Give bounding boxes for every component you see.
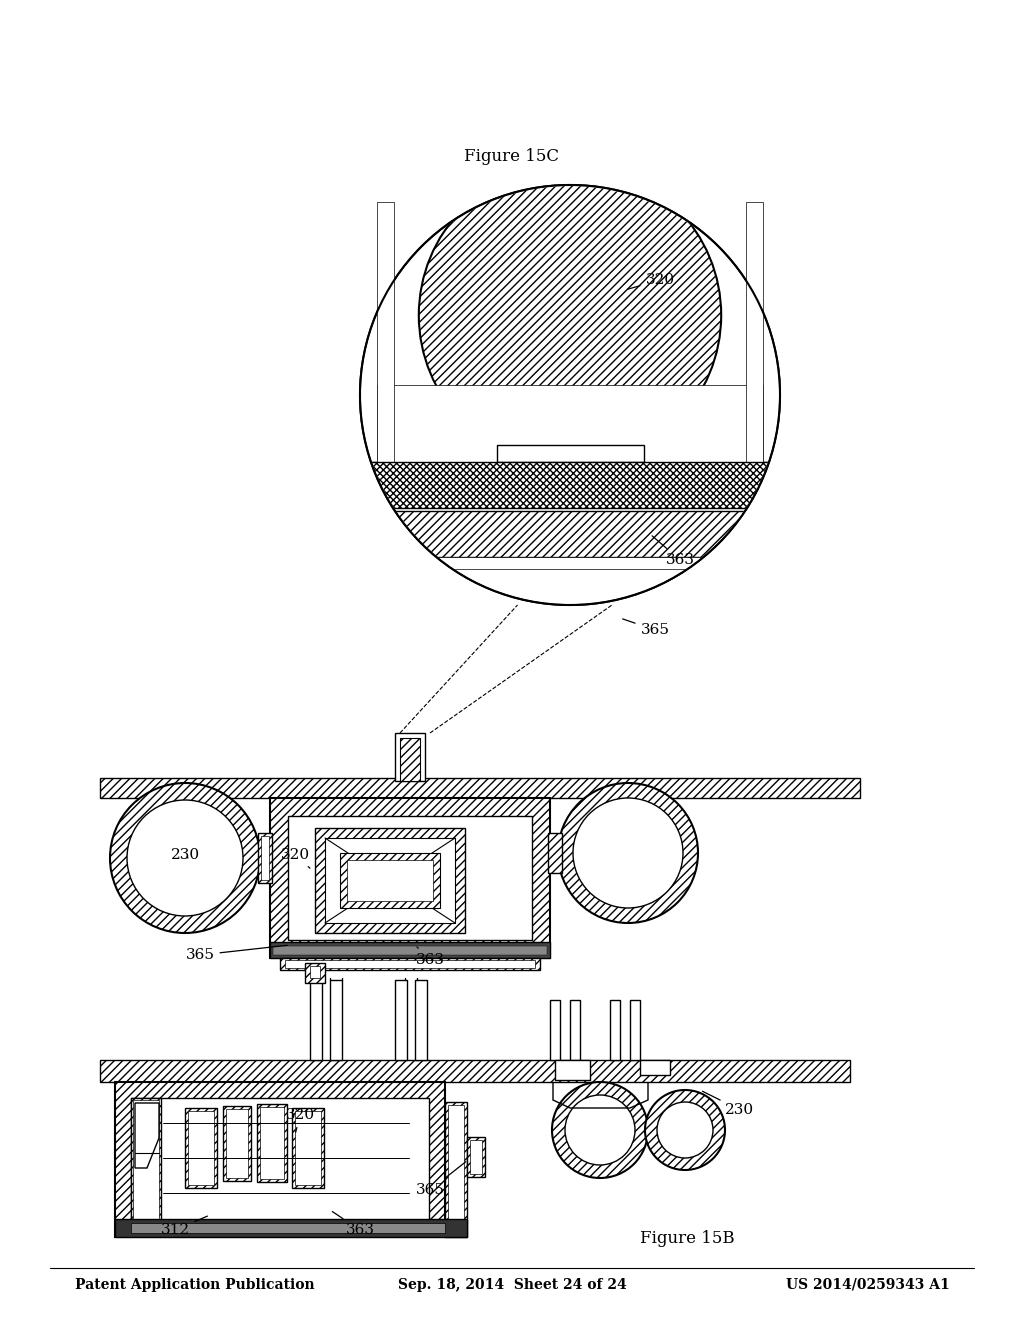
Bar: [360, 557, 780, 569]
Circle shape: [419, 164, 721, 466]
Bar: [131, 1224, 445, 1233]
Text: 230: 230: [702, 1092, 755, 1117]
Circle shape: [645, 1090, 725, 1170]
Bar: [131, 1098, 429, 1221]
Bar: [548, 833, 562, 873]
Bar: [115, 1082, 445, 1237]
Text: 365: 365: [185, 945, 288, 962]
Circle shape: [552, 1082, 648, 1177]
Bar: [310, 966, 319, 978]
Bar: [610, 1001, 620, 1060]
Bar: [449, 1105, 464, 1230]
Text: 320: 320: [628, 273, 675, 289]
Bar: [360, 511, 780, 557]
Bar: [360, 557, 780, 569]
Bar: [100, 777, 860, 799]
Bar: [550, 1001, 560, 1060]
Text: 363: 363: [652, 536, 694, 568]
Bar: [470, 1140, 482, 1173]
Bar: [315, 828, 465, 933]
Bar: [295, 1111, 321, 1185]
Text: Figure 15C: Figure 15C: [465, 148, 559, 165]
Text: 230: 230: [170, 847, 200, 862]
Bar: [360, 462, 780, 508]
Bar: [188, 1111, 214, 1185]
Bar: [555, 1060, 590, 1080]
Circle shape: [361, 186, 779, 605]
Bar: [223, 1106, 251, 1181]
Bar: [285, 960, 535, 968]
Bar: [415, 979, 427, 1060]
Bar: [292, 1107, 324, 1188]
Circle shape: [127, 800, 243, 916]
Text: Figure 15B: Figure 15B: [640, 1230, 734, 1247]
Circle shape: [110, 783, 260, 933]
Bar: [395, 979, 407, 1060]
Bar: [185, 1107, 217, 1188]
Bar: [270, 799, 550, 958]
Bar: [226, 1109, 248, 1177]
Bar: [360, 508, 780, 593]
Bar: [400, 738, 420, 781]
Bar: [377, 202, 393, 462]
Bar: [340, 853, 440, 908]
Circle shape: [573, 799, 683, 908]
Bar: [445, 1102, 467, 1237]
Circle shape: [657, 1102, 713, 1158]
Text: Patent Application Publication: Patent Application Publication: [75, 1278, 314, 1292]
Bar: [377, 384, 763, 462]
Text: 365: 365: [623, 619, 670, 638]
Bar: [360, 462, 780, 508]
Text: Sep. 18, 2014  Sheet 24 of 24: Sep. 18, 2014 Sheet 24 of 24: [397, 1278, 627, 1292]
Bar: [280, 958, 540, 970]
Circle shape: [558, 783, 698, 923]
Text: US 2014/0259343 A1: US 2014/0259343 A1: [786, 1278, 950, 1292]
Bar: [347, 861, 433, 902]
Bar: [630, 1001, 640, 1060]
Bar: [310, 979, 322, 1060]
Text: 320: 320: [281, 847, 310, 869]
Text: 312: 312: [161, 1216, 208, 1237]
Bar: [325, 838, 455, 923]
Bar: [270, 942, 550, 958]
Bar: [131, 1098, 161, 1221]
Bar: [133, 1100, 159, 1218]
Bar: [330, 979, 342, 1060]
Circle shape: [565, 1096, 635, 1166]
Bar: [258, 833, 272, 883]
Polygon shape: [135, 1104, 159, 1168]
Bar: [746, 202, 763, 462]
Text: 365: 365: [416, 1162, 466, 1197]
Circle shape: [360, 185, 780, 605]
Bar: [288, 816, 532, 940]
Bar: [100, 1060, 850, 1082]
Bar: [257, 1104, 287, 1181]
Text: 320: 320: [286, 1107, 314, 1133]
Bar: [640, 1060, 670, 1074]
Bar: [467, 1137, 485, 1177]
Text: 363: 363: [416, 946, 444, 968]
Bar: [273, 946, 547, 954]
Bar: [261, 836, 269, 880]
Bar: [497, 445, 643, 462]
Bar: [305, 964, 325, 983]
Bar: [395, 733, 425, 781]
Bar: [360, 511, 780, 557]
Bar: [115, 1218, 467, 1237]
Bar: [260, 1107, 284, 1179]
Bar: [570, 1001, 580, 1060]
Text: 363: 363: [333, 1212, 375, 1237]
